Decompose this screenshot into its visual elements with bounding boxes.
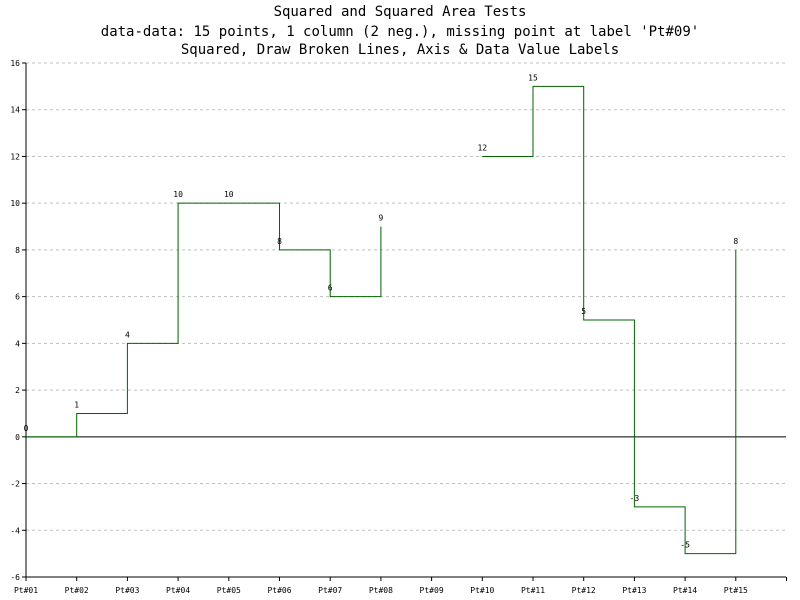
x-tick-label: Pt#04 [166,586,190,595]
data-value-label: 15 [528,73,538,82]
chart-subtitle-2: Squared, Draw Broken Lines, Axis & Data … [180,42,620,58]
data-value-label: 8 [277,237,282,246]
y-tick-label: 4 [15,339,20,348]
y-tick-label: -2 [10,480,20,489]
data-value-labels: 0 1 4 10 10 8 6 9 12 15 5 -3 -5 8 [24,73,739,549]
x-tick-label: Pt#05 [217,586,241,595]
y-tick-label: 14 [10,106,20,115]
x-tick-label: Pt#02 [65,586,89,595]
y-tick-label: -4 [10,526,20,535]
x-tick-label: Pt#08 [369,586,393,595]
data-value-label: -3 [630,494,640,503]
data-value-label: -5 [680,541,690,550]
y-tick-label: 0 [15,433,20,442]
data-value-label: 12 [477,143,487,152]
chart-subtitle: data-data: 15 points, 1 column (2 neg.),… [100,24,700,40]
y-tick-label: -6 [10,573,20,582]
x-tick-label: Pt#12 [572,586,596,595]
data-value-label: 10 [224,190,234,199]
x-tick-label: Pt#09 [420,586,444,595]
x-tick-label: Pt#03 [115,586,139,595]
x-tick-label: Pt#11 [521,586,545,595]
data-value-label: 4 [125,330,130,339]
data-value-label: 8 [733,237,738,246]
y-tick-labels: 16 14 12 10 8 6 4 2 0 -2 -4 -6 [10,59,20,582]
x-tick-label: Pt#01 [14,586,38,595]
data-value-label: 10 [173,190,183,199]
data-value-label: 6 [328,284,333,293]
x-tick-label: Pt#07 [318,586,342,595]
y-tick-label: 10 [10,199,20,208]
series-line [26,85,737,555]
x-tick-labels: Pt#01 Pt#02 Pt#03 Pt#04 Pt#05 Pt#06 Pt#07 Pt#08… [14,586,748,595]
data-value-label: 9 [378,214,383,223]
y-tick-label: 8 [15,246,20,255]
grid-lines [26,62,786,578]
axes [22,62,787,581]
data-value-label: 5 [581,307,586,316]
x-tick-label: Pt#15 [724,586,748,595]
y-tick-label: 16 [10,59,20,68]
x-tick-label: Pt#14 [673,586,697,595]
data-value-label: 1 [74,400,79,409]
y-tick-label: 12 [10,152,20,161]
data-series [26,85,737,555]
x-tick-label: Pt#06 [267,586,291,595]
y-tick-label: 6 [15,293,20,302]
chart-title: Squared and Squared Area Tests [273,4,527,20]
y-tick-label: 2 [15,386,20,395]
x-tick-label: Pt#10 [470,586,494,595]
data-value-label: 0 [24,424,29,433]
x-tick-label: Pt#13 [622,586,646,595]
